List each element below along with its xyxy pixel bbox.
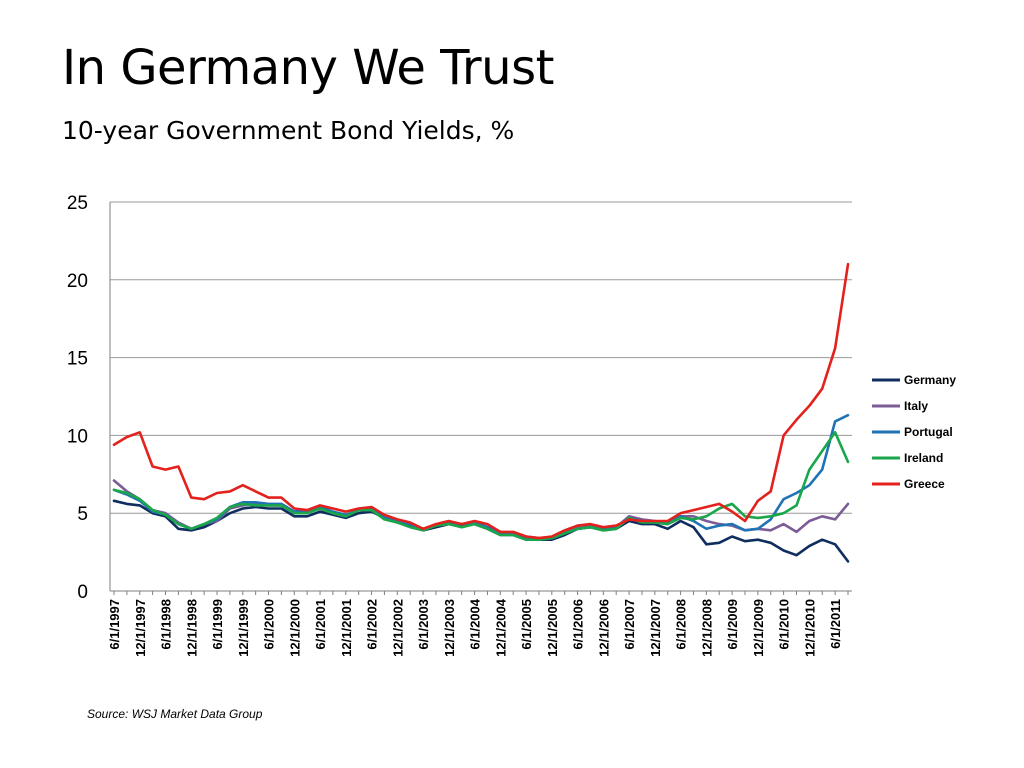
x-tick-label-6/1/1999: 6/1/1999 [210,599,225,650]
legend: Germany Italy Portugal Ireland Greece [872,373,956,491]
x-tick-label-12/1/2004: 12/1/2004 [493,598,508,657]
y-tick-label-15: 15 [67,349,88,370]
y-tick-label-20: 20 [67,271,88,292]
x-tick-label-12/1/1998: 12/1/1998 [184,599,199,657]
x-tick-label-6/1/1997: 6/1/1997 [107,599,122,650]
x-tick-label-6/1/2007: 6/1/2007 [622,599,637,650]
series-line-portugal [112,413,850,542]
x-tick-label-12/1/2007: 12/1/2007 [648,599,663,657]
legend-label-ireland: Ireland [904,451,943,465]
axes [109,202,852,595]
series-line-greece [112,262,850,540]
y-tick-label-10: 10 [67,426,88,447]
x-tick-label-6/1/2005: 6/1/2005 [519,599,534,650]
x-tick-label-12/1/1997: 12/1/1997 [133,599,148,657]
x-axis-ticks: 6/1/1997 12/1/1997 6/1/1998 12/1/1998 6/1/19… [107,598,843,657]
x-tick-label-12/1/2010: 12/1/2010 [802,599,817,657]
source-note: Source: WSJ Market Data Group [87,707,263,721]
x-tick-label-6/1/2008: 6/1/2008 [674,599,689,650]
x-tick-label-12/1/2000: 12/1/2000 [287,599,302,657]
y-tick-label-5: 5 [77,504,88,525]
x-tick-label-12/1/2006: 12/1/2006 [596,599,611,657]
x-tick-label-6/1/2009: 6/1/2009 [725,599,740,650]
legend-label-italy: Italy [904,399,928,413]
x-tick-label-6/1/2000: 6/1/2000 [262,599,277,650]
x-tick-label-6/1/1998: 6/1/1998 [159,599,174,650]
y-tick-label-0: 0 [77,582,88,603]
x-tick-label-12/1/1999: 12/1/1999 [236,599,251,657]
chart-title: In Germany We Trust [62,40,554,96]
x-tick-label-6/1/2010: 6/1/2010 [777,599,792,650]
y-tick-label-25: 25 [67,193,88,214]
series-line-ireland [112,430,850,542]
x-tick-label-6/1/2006: 6/1/2006 [571,599,586,650]
x-tick-label-6/1/2011: 6/1/2011 [828,599,843,649]
x-tick-label-6/1/2002: 6/1/2002 [365,599,380,650]
x-tick-label-6/1/2001: 6/1/2001 [313,599,328,650]
x-tick-label-6/1/2004: 6/1/2004 [468,598,483,649]
legend-label-portugal: Portugal [904,425,953,439]
x-tick-label-12/1/2003: 12/1/2003 [442,599,457,657]
x-tick-label-12/1/2002: 12/1/2002 [390,599,405,657]
x-tick-label-12/1/2009: 12/1/2009 [751,599,766,657]
x-tick-label-12/1/2001: 12/1/2001 [339,599,354,657]
x-tick-label-6/1/2003: 6/1/2003 [416,599,431,650]
y-axis-ticks: 0 5 10 15 20 25 [67,193,88,603]
legend-label-germany: Germany [904,373,956,387]
series-lines [112,262,850,563]
chart-subtitle: 10-year Government Bond Yields, % [62,116,515,145]
x-tick-label-12/1/2005: 12/1/2005 [545,599,560,657]
legend-label-greece: Greece [904,477,945,491]
x-tick-label-12/1/2008: 12/1/2008 [699,599,714,657]
gridlines [110,201,852,514]
